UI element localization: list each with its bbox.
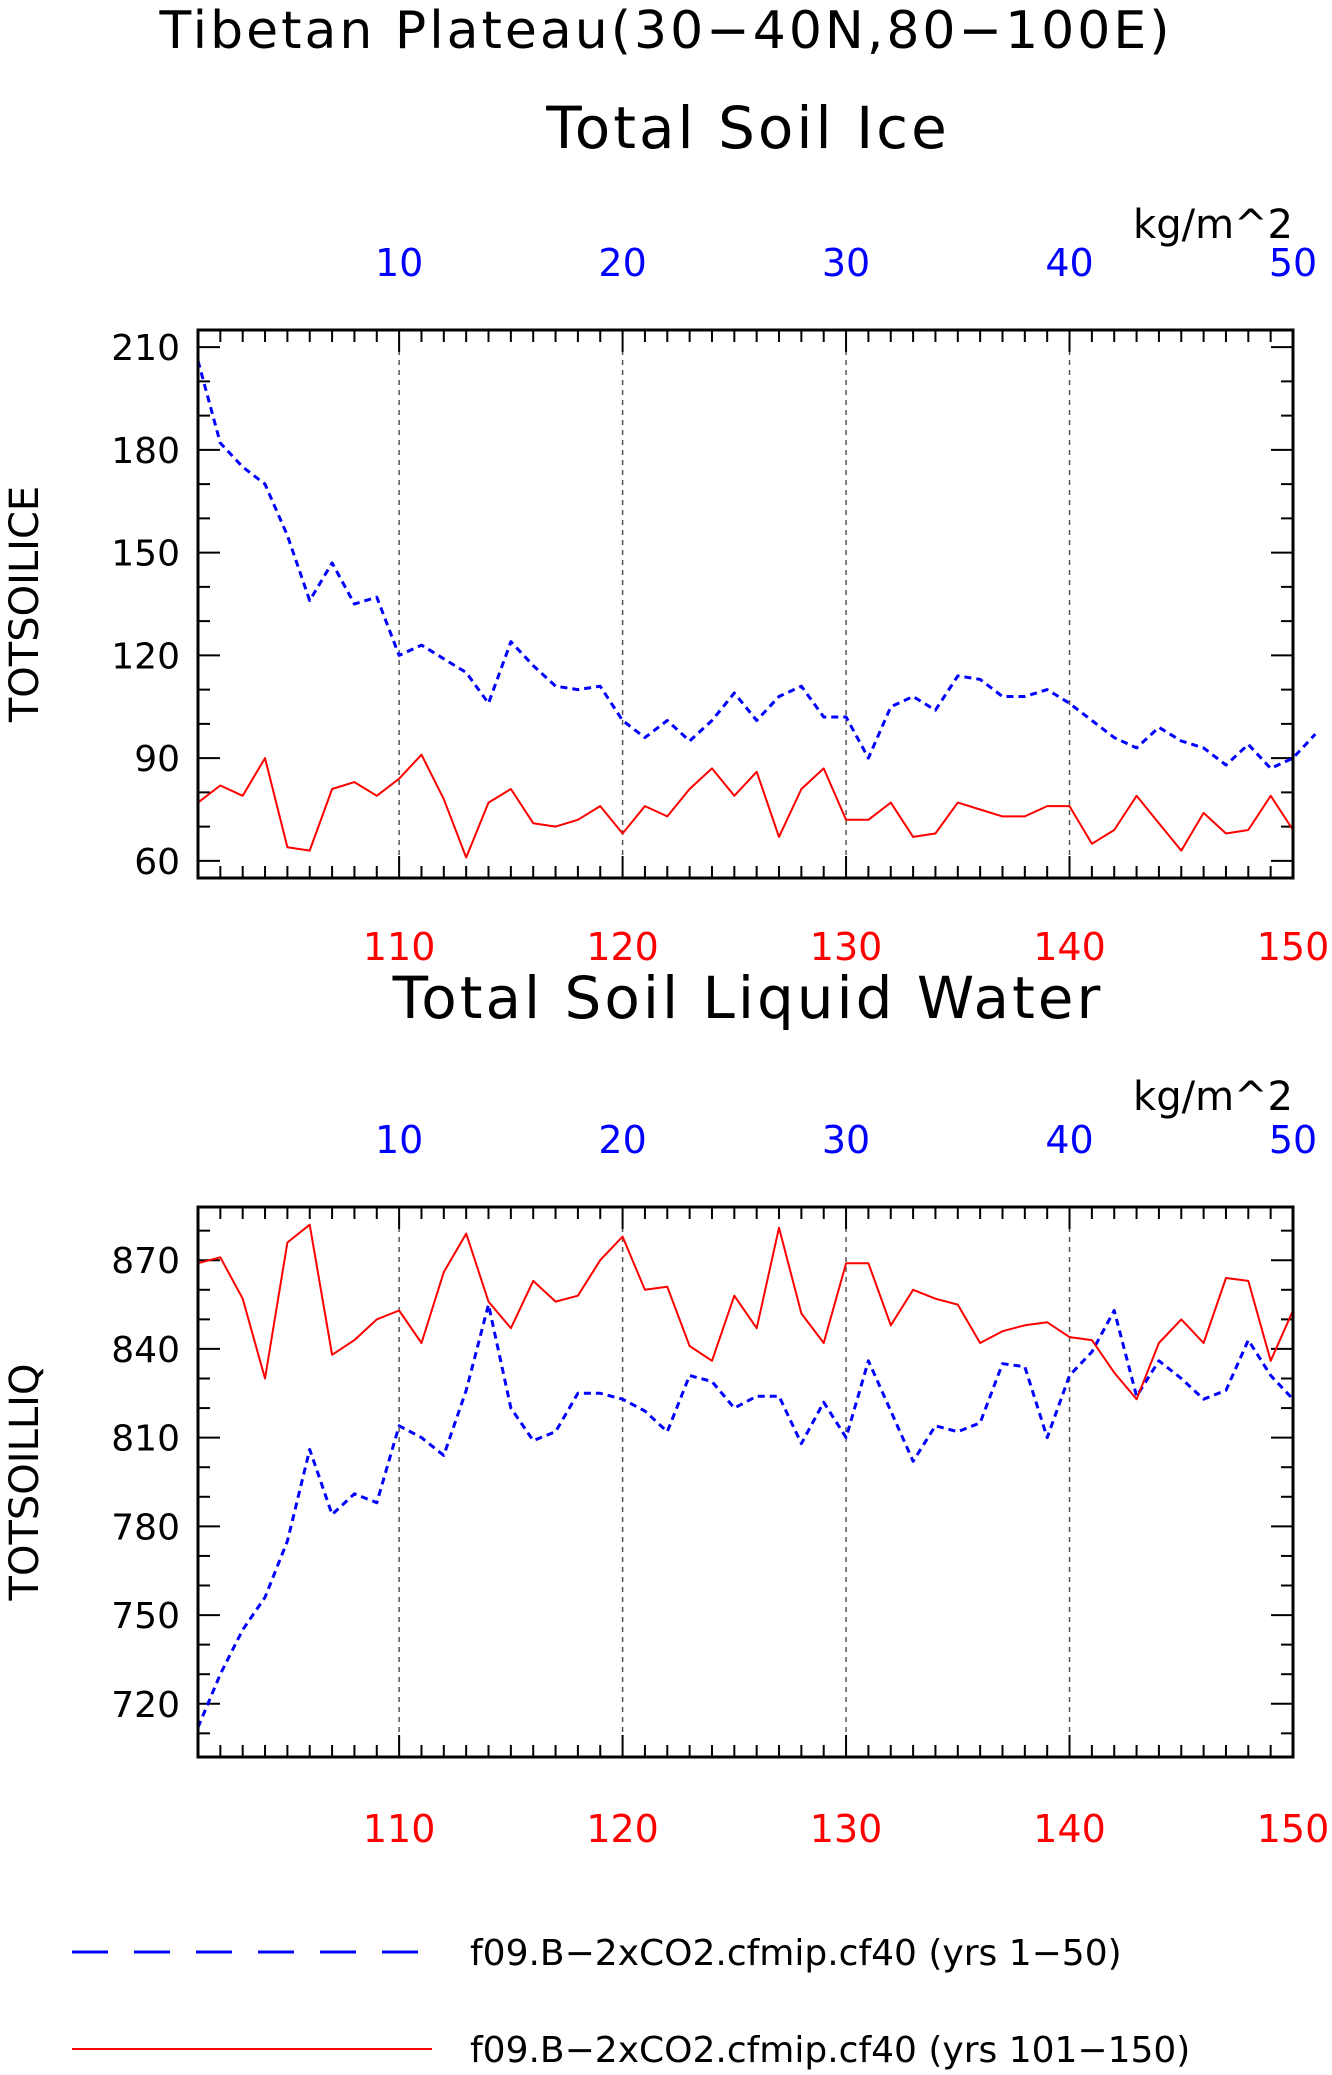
series-line-2: [197, 753, 1294, 859]
y-tick-label: 60: [134, 842, 180, 883]
x-top-tick-label: 50: [1269, 241, 1317, 285]
x-bottom-tick-label: 130: [810, 925, 883, 969]
legend-label-2: f09.B−2xCO2.cfmip.cf40 (yrs 101−150): [470, 2030, 1190, 2071]
x-top-tick-label: 30: [822, 241, 870, 285]
x-bottom-tick-label: 150: [1257, 925, 1330, 969]
chart-panel-1: Total Soil Ice kg/m^2 60 90 120 150 180 210 10 20…: [2, 94, 1329, 969]
y-tick-label: 780: [111, 1507, 180, 1548]
x-top-tick-label: 20: [598, 241, 646, 285]
y-tick-label: 180: [111, 431, 180, 472]
x-bottom-tick-label: 110: [363, 1807, 436, 1851]
chart-panels: Total Soil Ice kg/m^2 60 90 120 150 180 210 10 20…: [2, 94, 1329, 1851]
chart-panel-2: Total Soil Liquid Water kg/m^2 720 750 780 81…: [2, 964, 1329, 1851]
y-tick-label: 210: [111, 328, 180, 369]
x-top-tick-label: 10: [375, 1118, 423, 1162]
x-top-tick-label: 10: [375, 241, 423, 285]
legend: f09.B−2xCO2.cfmip.cf40 (yrs 1−50) f09.B−2…: [72, 1933, 1190, 2071]
x-bottom-tick-label: 140: [1033, 925, 1106, 969]
y-tick-label: 720: [111, 1685, 180, 1726]
x-bottom-tick-label: 140: [1033, 1807, 1106, 1851]
series-line-2: [197, 1223, 1294, 1401]
y-tick-label: 150: [111, 534, 180, 575]
plot-frame: [196, 328, 1295, 880]
y-tick-label: 750: [111, 1596, 180, 1637]
chart-title: Total Soil Liquid Water: [392, 964, 1104, 1032]
y-axis-label: TOTSOILLIQ: [2, 1364, 48, 1602]
y-tick-label: 90: [134, 739, 180, 780]
x-top-tick-label: 50: [1269, 1118, 1317, 1162]
y-tick-label: 840: [111, 1330, 180, 1371]
figure-title: Tibetan Plateau(30−40N,80−100E): [159, 1, 1173, 61]
x-top-tick-label: 40: [1045, 241, 1093, 285]
y-tick-label: 810: [111, 1419, 180, 1460]
series-line-1: [196, 360, 1317, 770]
chart-title: Total Soil Ice: [545, 94, 950, 162]
y-axis-label: TOTSOILICE: [2, 486, 48, 723]
x-bottom-tick-label: 110: [363, 925, 436, 969]
plot-frame: [196, 1205, 1295, 1759]
units-label: kg/m^2: [1133, 1074, 1293, 1120]
series-line-1: [196, 1303, 1295, 1728]
units-label: kg/m^2: [1133, 202, 1293, 248]
x-bottom-tick-label: 120: [586, 1807, 659, 1851]
x-bottom-tick-label: 130: [810, 1807, 883, 1851]
x-top-tick-label: 20: [598, 1118, 646, 1162]
x-bottom-tick-label: 150: [1257, 1807, 1330, 1851]
x-top-tick-label: 30: [822, 1118, 870, 1162]
y-tick-label: 870: [111, 1241, 180, 1282]
x-top-tick-label: 40: [1045, 1118, 1093, 1162]
legend-label-1: f09.B−2xCO2.cfmip.cf40 (yrs 1−50): [470, 1933, 1122, 1974]
x-bottom-tick-label: 120: [586, 925, 659, 969]
y-tick-label: 120: [111, 636, 180, 677]
